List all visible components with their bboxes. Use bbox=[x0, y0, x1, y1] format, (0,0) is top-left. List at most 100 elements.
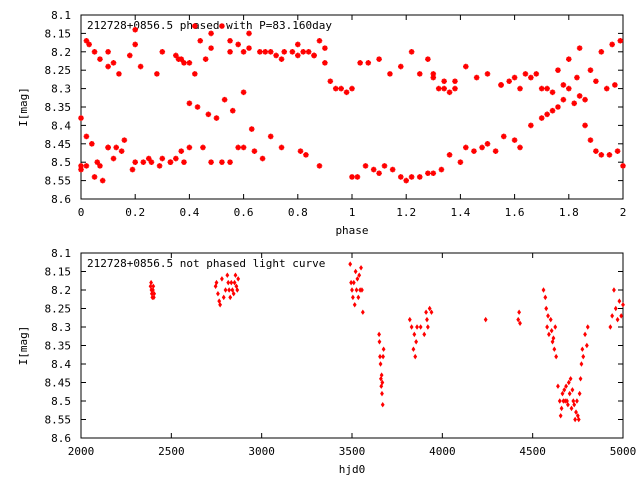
phased-data-point bbox=[227, 159, 233, 165]
phased-data-point bbox=[549, 89, 556, 96]
phased-data-point bbox=[517, 144, 523, 151]
phased-data-point bbox=[227, 37, 233, 44]
phased-data-point bbox=[430, 74, 437, 81]
unphased-data-point bbox=[220, 276, 224, 282]
phased-data-point bbox=[99, 177, 106, 184]
phased-data-point bbox=[549, 107, 556, 114]
phased-data-point bbox=[381, 163, 388, 169]
phased-data-point bbox=[544, 85, 550, 92]
unphased-data-point bbox=[518, 320, 522, 327]
phased-data-point bbox=[192, 23, 198, 29]
phased-data-point bbox=[511, 137, 518, 143]
unphased-data-point bbox=[427, 305, 432, 312]
unphased-data-point bbox=[228, 294, 233, 301]
phased-data-point bbox=[132, 41, 138, 48]
y-tick-label: 8.3 bbox=[51, 321, 71, 334]
unphased-data-point bbox=[378, 353, 382, 360]
unphased-data-point bbox=[360, 287, 364, 293]
phased-data-point bbox=[175, 56, 182, 62]
phased-data-point bbox=[587, 67, 594, 73]
y-tick-label: 8.45 bbox=[45, 138, 72, 151]
phased-data-point bbox=[205, 111, 212, 118]
unphased-data-point bbox=[615, 316, 620, 323]
x-tick-label: 1.8 bbox=[559, 206, 579, 219]
phased-data-point bbox=[181, 159, 187, 165]
phased-data-point bbox=[221, 96, 228, 103]
unphased-data-point bbox=[581, 353, 586, 360]
unphased-data-point bbox=[621, 302, 625, 308]
phased-data-point bbox=[186, 144, 193, 151]
y-tick-label: 8.2 bbox=[51, 284, 71, 297]
phased-data-point bbox=[430, 170, 437, 177]
phased-data-point bbox=[528, 122, 534, 129]
phased-data-point bbox=[587, 137, 594, 143]
unphased-data-point bbox=[232, 279, 237, 286]
unphased-data-point bbox=[354, 287, 359, 293]
phased-data-point bbox=[173, 155, 179, 162]
x-tick-label: 0.4 bbox=[179, 206, 199, 219]
phased-data-point bbox=[614, 148, 621, 154]
phased-data-point bbox=[91, 49, 98, 55]
unphased-data-point bbox=[553, 324, 558, 330]
phased-data-point bbox=[105, 63, 111, 70]
phased-data-point bbox=[349, 85, 355, 92]
phased-data-point bbox=[173, 52, 179, 59]
unphased-data-point bbox=[415, 324, 419, 330]
phased-data-point bbox=[316, 163, 323, 169]
unphased-data-point bbox=[379, 372, 384, 378]
phased-data-point bbox=[598, 152, 605, 158]
y-tick-label: 8.45 bbox=[45, 377, 72, 390]
unphased-data-point bbox=[214, 279, 219, 286]
phased-data-point bbox=[105, 144, 111, 151]
phased-data-point bbox=[430, 71, 437, 77]
y-tick-label: 8.6 bbox=[51, 432, 71, 445]
phased-data-point bbox=[278, 56, 285, 62]
x-tick-label: 0 bbox=[78, 206, 85, 219]
phased-data-point bbox=[498, 82, 504, 88]
unphased-data-point bbox=[565, 401, 570, 408]
unphased-data-point bbox=[380, 390, 384, 397]
unphased-data-point bbox=[377, 339, 382, 345]
phased-data-point bbox=[208, 30, 214, 37]
phased-data-point bbox=[435, 85, 442, 92]
phased-data-point bbox=[389, 166, 396, 173]
unphased-data-point bbox=[544, 305, 549, 312]
phased-data-point bbox=[181, 60, 187, 66]
unphased-data-point bbox=[560, 390, 565, 397]
unphased-data-point bbox=[357, 272, 362, 278]
unphased-data-point bbox=[483, 316, 488, 323]
phased-data-point bbox=[167, 159, 174, 165]
unphased-data-point bbox=[425, 316, 429, 323]
unphased-data-point bbox=[584, 342, 589, 349]
unphased-data-point bbox=[573, 416, 578, 423]
y-axis-label: I[mag] bbox=[17, 326, 30, 366]
unphased-data-point bbox=[353, 268, 358, 275]
unphased-data-point bbox=[360, 309, 365, 315]
x-tick-label: 3500 bbox=[339, 445, 366, 458]
unphased-data-point bbox=[378, 361, 383, 367]
unphased-data-point bbox=[548, 316, 553, 323]
unphased-data-point bbox=[418, 324, 423, 330]
phased-data-point bbox=[219, 159, 225, 165]
x-tick-label: 1.4 bbox=[450, 206, 470, 219]
phased-data-point bbox=[457, 159, 464, 165]
phased-data-point bbox=[78, 115, 84, 121]
phased-data-point bbox=[582, 122, 588, 129]
phased-data-point bbox=[267, 133, 274, 140]
phased-data-point bbox=[544, 111, 550, 118]
phased-data-point bbox=[397, 63, 404, 70]
phased-data-point bbox=[533, 71, 540, 77]
y-tick-label: 8.4 bbox=[51, 119, 71, 132]
phased-data-point bbox=[617, 37, 624, 44]
unphased-data-point bbox=[149, 279, 154, 286]
unphased-data-point bbox=[150, 287, 155, 293]
unphased-data-point bbox=[579, 361, 584, 367]
unphased-data-point bbox=[148, 283, 153, 290]
unphased-data-point bbox=[414, 339, 419, 345]
y-tick-label: 8.55 bbox=[45, 414, 72, 427]
phased-data-point bbox=[376, 56, 382, 62]
phased-data-point bbox=[262, 49, 269, 55]
unphased-data-point bbox=[577, 390, 582, 397]
phased-data-point bbox=[403, 177, 409, 184]
